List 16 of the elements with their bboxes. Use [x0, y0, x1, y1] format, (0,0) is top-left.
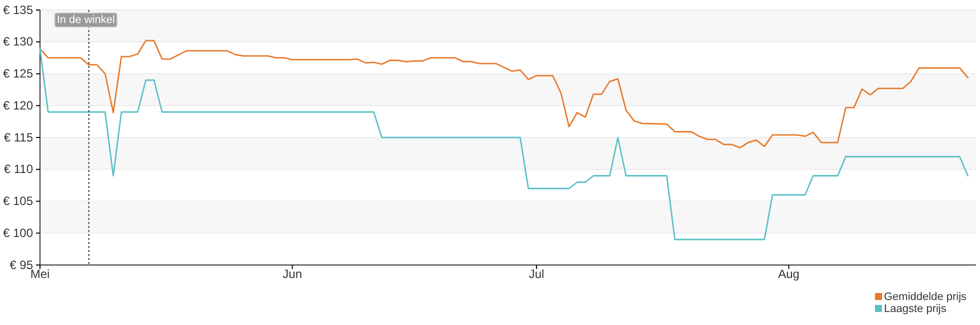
- y-tick-label: € 110: [4, 162, 34, 176]
- legend-label: Laagste prijs: [884, 303, 947, 315]
- y-tick-label: € 125: [2, 66, 34, 81]
- x-tick-label: Jun: [282, 267, 302, 281]
- y-tick-label: € 120: [2, 98, 34, 112]
- y-tick-label: € 115: [4, 130, 34, 144]
- y-tick-label: € 105: [2, 194, 34, 208]
- ref-line-label: In de winkel: [56, 14, 115, 26]
- y-tick-label: € 100: [2, 226, 34, 240]
- x-tick-label: Aug: [778, 267, 800, 281]
- legend-label: Gemiddelde prijs: [884, 291, 968, 303]
- y-tick-label: € 135: [2, 2, 34, 17]
- line-series: [39, 40, 969, 148]
- y-tick-label: € 130: [2, 34, 34, 49]
- line-series: [39, 48, 969, 240]
- x-tick-label: Jul: [528, 267, 544, 281]
